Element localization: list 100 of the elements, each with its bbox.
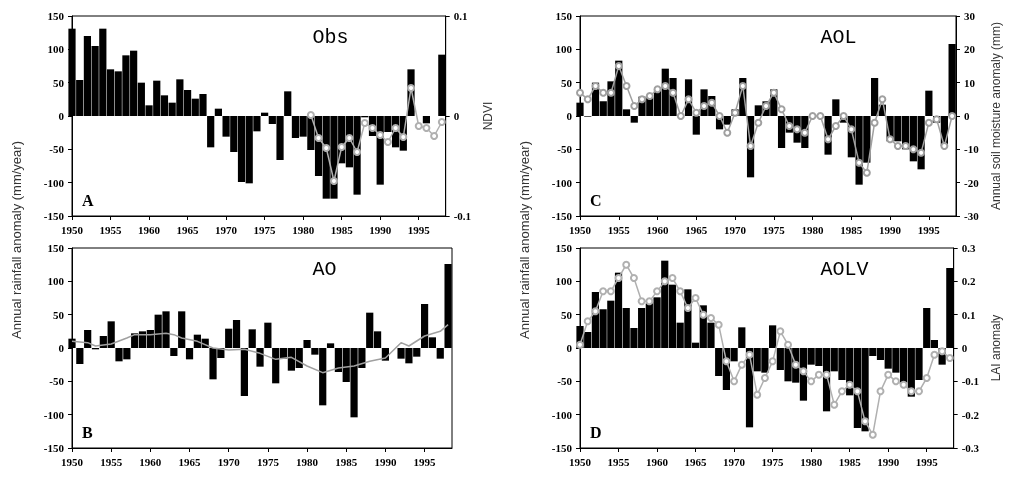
x-tick-label: 1960	[646, 455, 669, 468]
y2-axis-title: Annual soil moisture anomaly (mm)	[989, 21, 1003, 211]
point	[329, 177, 338, 185]
point	[924, 118, 933, 127]
annotation: C	[590, 191, 602, 209]
point	[306, 111, 315, 119]
point	[668, 274, 677, 282]
text: AOL	[820, 25, 857, 49]
point	[629, 274, 638, 282]
point	[855, 158, 864, 167]
y-tick-label: 50	[561, 76, 573, 89]
y-tick-label: -150	[551, 442, 573, 454]
y2-tick-label: -30	[964, 210, 980, 222]
point	[723, 128, 732, 137]
point	[715, 112, 724, 120]
bar	[84, 330, 92, 348]
point	[862, 168, 871, 177]
point	[830, 400, 839, 409]
annotation: B	[82, 423, 93, 441]
point	[768, 357, 777, 366]
bar	[925, 90, 933, 116]
text: Obs	[312, 25, 349, 49]
point	[814, 370, 823, 379]
x-tick-label: 1985	[330, 223, 354, 236]
point	[861, 417, 870, 426]
point	[745, 350, 754, 359]
bar	[630, 116, 638, 123]
point	[714, 320, 723, 329]
x-tick-label: 1955	[99, 223, 123, 236]
point	[614, 62, 623, 70]
y2-axis-title: LAI anomaly	[989, 314, 1003, 382]
x-tick-label: 1995	[413, 455, 437, 468]
y-tick-label: 0	[58, 110, 65, 122]
point	[800, 128, 809, 137]
point	[599, 88, 608, 97]
y-tick-label: -50	[557, 375, 573, 388]
x-tick-label: 1980	[296, 455, 319, 468]
point	[930, 350, 939, 359]
x-tick-label: 1960	[646, 223, 670, 236]
point	[909, 145, 918, 154]
point	[777, 105, 786, 114]
x-tick-label: 1965	[176, 223, 200, 236]
point	[839, 112, 848, 120]
x-tick-label: 1985	[335, 455, 358, 468]
x-tick-label: 1990	[877, 455, 900, 468]
y-tick-label: 100	[47, 275, 65, 288]
y2-tick-label: 0.1	[453, 10, 468, 22]
x-tick-label: 1990	[879, 223, 902, 236]
point	[430, 132, 439, 140]
point	[437, 118, 446, 126]
point	[399, 133, 408, 141]
point	[368, 124, 377, 132]
x-tick-label: 1950	[569, 455, 592, 468]
y-tick-label: -150	[43, 210, 65, 222]
point	[824, 135, 833, 144]
annotation: D	[590, 423, 602, 441]
point	[337, 143, 346, 151]
y2-tick-label: -20	[964, 176, 980, 189]
point	[948, 112, 957, 120]
point	[847, 125, 856, 134]
point	[793, 125, 802, 134]
y-tick-label: 100	[47, 43, 65, 56]
bar	[832, 99, 840, 116]
bar	[170, 348, 178, 356]
y-tick-label: -50	[49, 375, 65, 388]
x-tick-label: 1955	[100, 455, 123, 468]
line-series	[71, 323, 449, 374]
bar	[178, 311, 186, 348]
point	[878, 95, 887, 104]
x-tick-label: 1975	[762, 223, 786, 236]
y2-tick-label: 0.1	[961, 308, 976, 321]
y2-tick-label: -0.1	[961, 375, 980, 388]
point	[837, 387, 846, 396]
bar	[284, 91, 292, 116]
point	[692, 108, 701, 117]
point	[630, 102, 639, 110]
x-tick-label: 1975	[253, 223, 277, 236]
y-tick-label: 100	[555, 275, 573, 288]
point	[638, 95, 647, 104]
y-axis-title: Annual rainfall anomaly (mm/year)	[517, 140, 533, 341]
bar	[256, 348, 264, 367]
bar	[326, 343, 335, 348]
point	[945, 354, 954, 362]
point	[853, 387, 862, 396]
point	[622, 82, 631, 90]
point	[762, 102, 771, 110]
bar	[264, 322, 272, 348]
x-tick-label: 1985	[840, 223, 863, 236]
y2-tick-label: 20	[964, 43, 976, 56]
y2-tick-label: -10	[964, 143, 980, 156]
point	[391, 124, 400, 132]
y2-tick-label: 0	[453, 110, 460, 122]
y2-tick-label: -0.3	[961, 442, 980, 454]
x-tick-label: 1990	[369, 223, 392, 236]
y2-tick-label: -0.1	[453, 210, 472, 222]
point	[816, 112, 825, 120]
text: AOLV	[820, 257, 869, 281]
bar	[207, 116, 215, 148]
bar	[248, 329, 256, 348]
text: AO	[312, 257, 337, 281]
